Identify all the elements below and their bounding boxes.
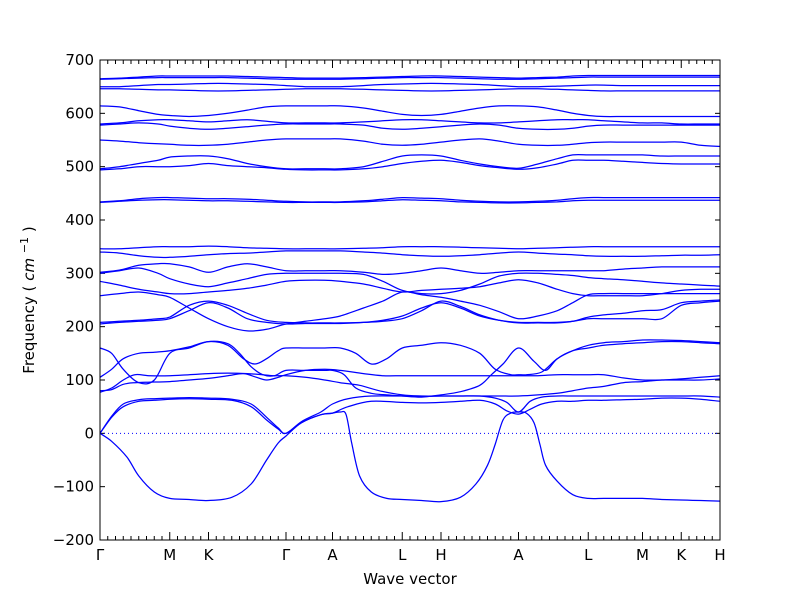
x-tick-label: M xyxy=(636,546,649,564)
y-tick-label: 200 xyxy=(65,318,94,336)
x-tick-label: L xyxy=(398,546,407,564)
x-axis-label: Wave vector xyxy=(363,570,457,588)
phonon-band-2 xyxy=(99,397,721,435)
phonon-band-4 xyxy=(99,372,721,397)
phonon-band-21 xyxy=(99,122,720,131)
phonon-band-25 xyxy=(99,82,720,88)
phonon-band-14 xyxy=(99,250,721,259)
x-tick-label: M xyxy=(163,546,176,564)
y-tick-label: 400 xyxy=(65,211,94,229)
y-tick-label: 700 xyxy=(65,51,94,69)
y-axis-label-paren-open: ( xyxy=(20,286,38,292)
phonon-band-18 xyxy=(99,159,720,171)
y-tick-label: 300 xyxy=(65,264,94,282)
phonon-band-7 xyxy=(99,339,721,378)
y-tick-label: −200 xyxy=(53,531,94,549)
phonon-band-8 xyxy=(99,300,721,325)
y-axis-label-unit-exponent: −1 xyxy=(18,237,31,253)
phonon-band-10 xyxy=(99,291,720,332)
x-tick-label: A xyxy=(327,546,338,564)
x-tick-label: Γ xyxy=(282,546,291,564)
x-tick-label: L xyxy=(584,546,593,564)
x-tick-label: Γ xyxy=(96,546,105,564)
y-tick-label: 600 xyxy=(65,104,94,122)
y-axis-label-text: Frequency xyxy=(20,296,38,374)
y-tick-label: 500 xyxy=(65,158,94,176)
phonon-bands xyxy=(99,74,721,503)
phonon-band-26 xyxy=(99,76,720,80)
x-tick-label: A xyxy=(513,546,524,564)
x-tick-label: K xyxy=(204,546,215,564)
x-tick-label: K xyxy=(676,546,687,564)
phonon-band-17 xyxy=(99,196,720,203)
x-tick-label: H xyxy=(435,546,446,564)
y-tick-label: −100 xyxy=(53,478,94,496)
y-tick-label: 0 xyxy=(84,424,94,442)
phonon-band-23 xyxy=(99,105,720,118)
y-axis-label-unit: cm xyxy=(20,258,38,281)
phonon-band-22 xyxy=(99,119,720,125)
phonon-band-12 xyxy=(99,267,721,295)
y-tick-label: 100 xyxy=(65,371,94,389)
phonon-band-6 xyxy=(99,340,721,398)
phonon-band-13 xyxy=(99,262,720,276)
phonon-band-19 xyxy=(99,154,720,170)
phonon-band-15 xyxy=(99,245,720,250)
phonon-band-27 xyxy=(99,74,720,80)
y-axis-ticks: −200 −100 0 100 200 300 400 500 600 700 xyxy=(53,51,720,549)
phonon-band-24 xyxy=(99,88,720,92)
phonon-band-5 xyxy=(99,368,721,392)
plot-frame xyxy=(99,59,721,541)
y-axis-label-paren-close: ) xyxy=(20,226,38,232)
phonon-band-11 xyxy=(99,279,721,297)
phonon-band-1 xyxy=(99,410,721,503)
y-axis-label: Frequency ( cm −1 ) xyxy=(14,226,38,373)
phonon-band-3 xyxy=(99,395,721,435)
phonon-band-9 xyxy=(99,299,721,324)
x-tick-label: H xyxy=(714,546,725,564)
phonon-band-20 xyxy=(99,138,721,148)
phonon-band-16 xyxy=(99,199,720,204)
